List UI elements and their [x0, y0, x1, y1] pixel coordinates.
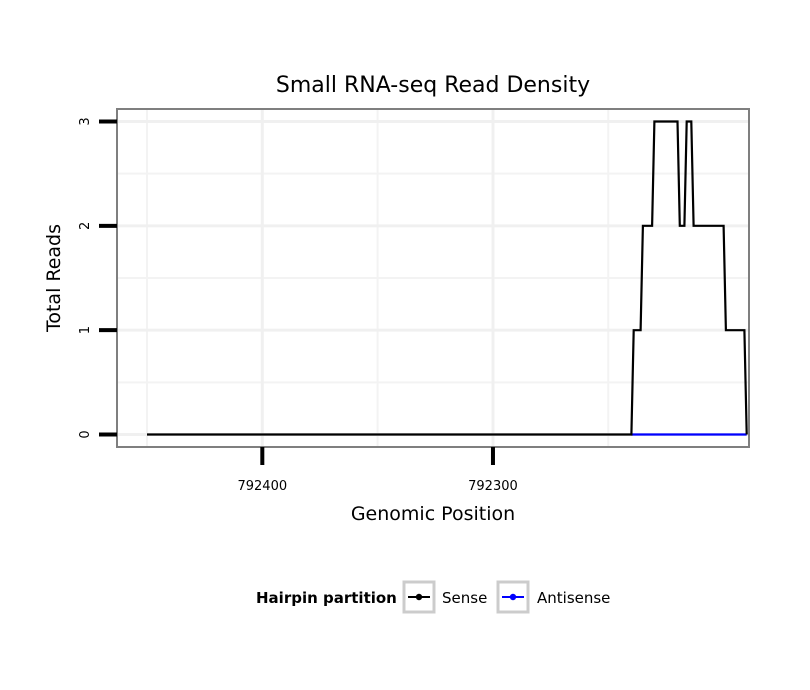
y-tick-label: 3: [78, 117, 93, 125]
legend: Hairpin partition Sense Antisense: [256, 580, 610, 614]
legend-title: Hairpin partition: [256, 589, 397, 607]
x-axis: 792400 792300: [237, 447, 518, 494]
legend-label-antisense: Antisense: [537, 589, 610, 607]
y-tick-label: 0: [78, 430, 93, 438]
legend-key-antisense-dot: [509, 593, 517, 601]
y-axis: 0 1 2 3: [78, 117, 117, 439]
plot-area: [116, 108, 750, 448]
legend-item-sense: Sense: [402, 580, 487, 614]
y-axis-title: Total Reads: [43, 224, 65, 333]
x-tick-label: 792300: [468, 479, 518, 494]
legend-label-sense: Sense: [442, 589, 487, 607]
chart-title: Small RNA-seq Read Density: [276, 73, 590, 98]
y-tick-label: 1: [78, 326, 93, 334]
legend-key-sense-dot: [415, 593, 423, 601]
x-axis-title: Genomic Position: [351, 503, 515, 525]
y-tick-label: 2: [78, 222, 93, 230]
plot-border: [116, 108, 750, 448]
x-tick-label: 792400: [237, 479, 287, 494]
legend-item-antisense: Antisense: [496, 580, 610, 614]
series-layer: [147, 120, 748, 436]
series-line-sense: [147, 120, 748, 436]
